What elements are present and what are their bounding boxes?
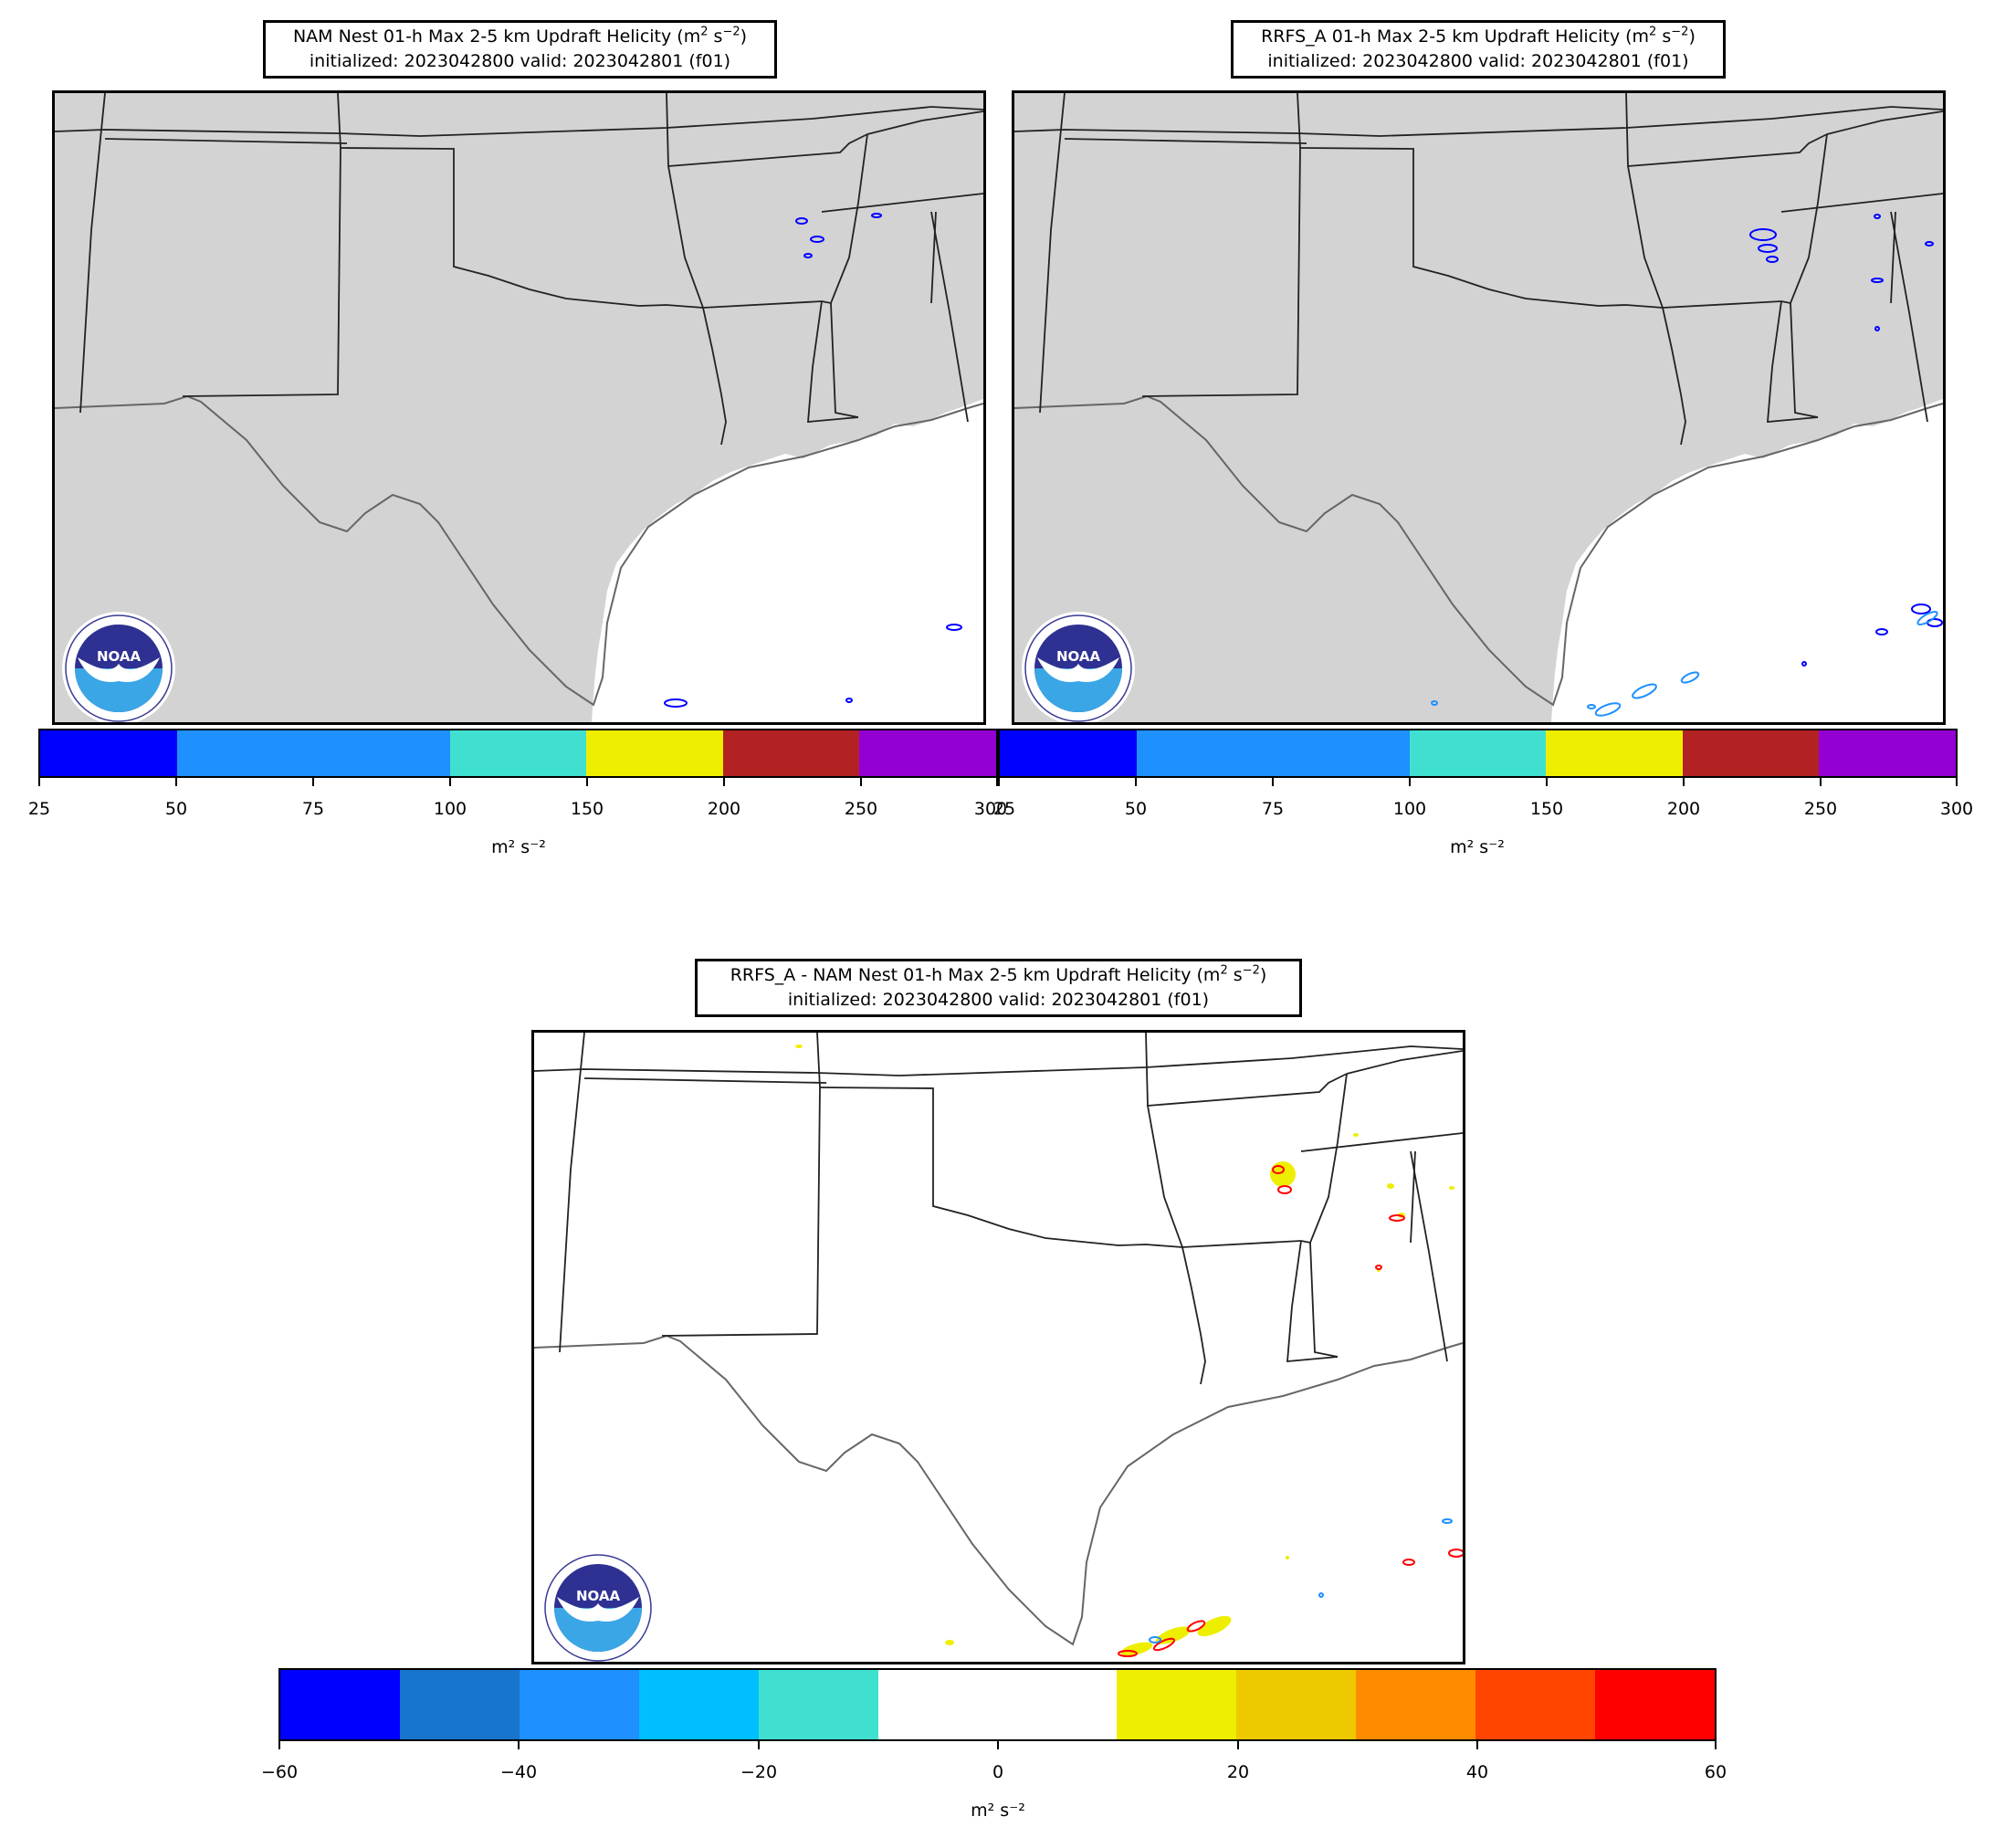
colorbar-segment bbox=[519, 1670, 639, 1739]
tick-label: 250 bbox=[1803, 799, 1838, 819]
state-borders bbox=[534, 1033, 1463, 1385]
tick-label: 200 bbox=[1666, 799, 1701, 819]
panel1-map: NOAA bbox=[52, 90, 986, 725]
coastline bbox=[1014, 394, 1943, 707]
tick-label: 150 bbox=[570, 799, 604, 819]
panel2-colorbar bbox=[998, 729, 1958, 778]
tick-label: 300 bbox=[1939, 799, 1974, 819]
coastline bbox=[534, 1334, 1463, 1646]
panel2-title-line2: initialized: 2023042800 valid: 202304280… bbox=[1267, 51, 1689, 71]
colorbar-segment bbox=[1546, 730, 1683, 776]
land-mass bbox=[1014, 93, 1943, 722]
noaa-logo-text: NOAA bbox=[97, 648, 142, 665]
tick-label: 25 bbox=[992, 799, 1016, 819]
panel3-colorbar bbox=[278, 1668, 1717, 1741]
noaa-logo: NOAA bbox=[1022, 612, 1135, 722]
colorbar-segment bbox=[1356, 1670, 1476, 1739]
tick-label: 250 bbox=[844, 799, 878, 819]
panel2-map: NOAA bbox=[1012, 90, 1946, 725]
colorbar-segment bbox=[877, 1670, 1118, 1739]
state-borders bbox=[55, 93, 983, 446]
panel3-title-line1: RRFS_A - NAM Nest 01-h Max 2-5 km Updraf… bbox=[730, 963, 1267, 985]
tick-label: 200 bbox=[707, 799, 741, 819]
panel3-title-line2: initialized: 2023042800 valid: 202304280… bbox=[787, 990, 1210, 1010]
colorbar-segment bbox=[758, 1670, 878, 1739]
helicity-contours-strong bbox=[1431, 611, 1938, 717]
tick-label: −20 bbox=[740, 1762, 778, 1782]
colorbar-segment bbox=[1000, 730, 1137, 776]
noaa-logo-text: NOAA bbox=[576, 1588, 621, 1604]
coastline bbox=[55, 394, 983, 707]
panel1-title-line2: initialized: 2023042800 valid: 202304280… bbox=[309, 51, 731, 71]
panel3-unit-label: m² s⁻² bbox=[971, 1801, 1025, 1821]
tick-label: 75 bbox=[301, 799, 325, 819]
tick-label: 50 bbox=[164, 799, 188, 819]
tick-label: 60 bbox=[1704, 1762, 1727, 1782]
state-borders bbox=[1014, 93, 1943, 446]
tick-label: 0 bbox=[992, 1762, 1004, 1782]
panel1-title-line1: NAM Nest 01-h Max 2-5 km Updraft Helicit… bbox=[292, 25, 748, 47]
difference-strong bbox=[1118, 1165, 1463, 1657]
colorbar-segment bbox=[1136, 730, 1410, 776]
panel1-colorbar bbox=[38, 729, 998, 778]
colorbar-segment bbox=[1475, 1670, 1595, 1739]
tick-label: −40 bbox=[499, 1762, 538, 1782]
colorbar-segment bbox=[1409, 730, 1547, 776]
noaa-logo-text: NOAA bbox=[1056, 648, 1101, 665]
tick-label: −60 bbox=[260, 1762, 299, 1782]
colorbar-segment bbox=[1117, 1670, 1237, 1739]
tick-label: 75 bbox=[1261, 799, 1285, 819]
colorbar-segment bbox=[722, 730, 860, 776]
colorbar-segment bbox=[1594, 1670, 1715, 1739]
panel1-unit-label: m² s⁻² bbox=[491, 837, 546, 857]
panel3-map: NOAA bbox=[531, 1030, 1465, 1664]
tick-label: 50 bbox=[1124, 799, 1148, 819]
colorbar-segment bbox=[40, 730, 177, 776]
colorbar-segment bbox=[176, 730, 450, 776]
tick-label: 40 bbox=[1465, 1762, 1489, 1782]
colorbar-segment bbox=[1819, 730, 1956, 776]
colorbar-segment bbox=[1682, 730, 1820, 776]
colorbar-segment bbox=[449, 730, 587, 776]
panel2-unit-label: m² s⁻² bbox=[1450, 837, 1505, 857]
noaa-logo: NOAA bbox=[62, 612, 175, 722]
noaa-logo: NOAA bbox=[541, 1551, 655, 1662]
difference-positive bbox=[795, 1045, 1454, 1656]
panel3-title: RRFS_A - NAM Nest 01-h Max 2-5 km Updraf… bbox=[695, 959, 1302, 1017]
tick-label: 25 bbox=[27, 799, 51, 819]
colorbar-segment bbox=[638, 1670, 759, 1739]
colorbar-segment bbox=[1236, 1670, 1357, 1739]
tick-label: 20 bbox=[1226, 1762, 1250, 1782]
panel2-title-line1: RRFS_A 01-h Max 2-5 km Updraft Helicity … bbox=[1261, 25, 1696, 47]
tick-label: 150 bbox=[1529, 799, 1564, 819]
colorbar-segment bbox=[586, 730, 723, 776]
colorbar-segment bbox=[399, 1670, 520, 1739]
land-mass bbox=[55, 93, 983, 722]
helicity-contours bbox=[664, 213, 962, 708]
tick-label: 300 bbox=[973, 799, 1008, 819]
tick-label: 100 bbox=[1392, 799, 1427, 819]
panel1-title: NAM Nest 01-h Max 2-5 km Updraft Helicit… bbox=[263, 20, 777, 79]
panel2-title: RRFS_A 01-h Max 2-5 km Updraft Helicity … bbox=[1231, 20, 1726, 79]
tick-label: 100 bbox=[433, 799, 467, 819]
colorbar-segment bbox=[859, 730, 996, 776]
difference-negative bbox=[1149, 1518, 1453, 1643]
helicity-contours bbox=[1749, 214, 1943, 667]
colorbar-segment bbox=[280, 1670, 400, 1739]
